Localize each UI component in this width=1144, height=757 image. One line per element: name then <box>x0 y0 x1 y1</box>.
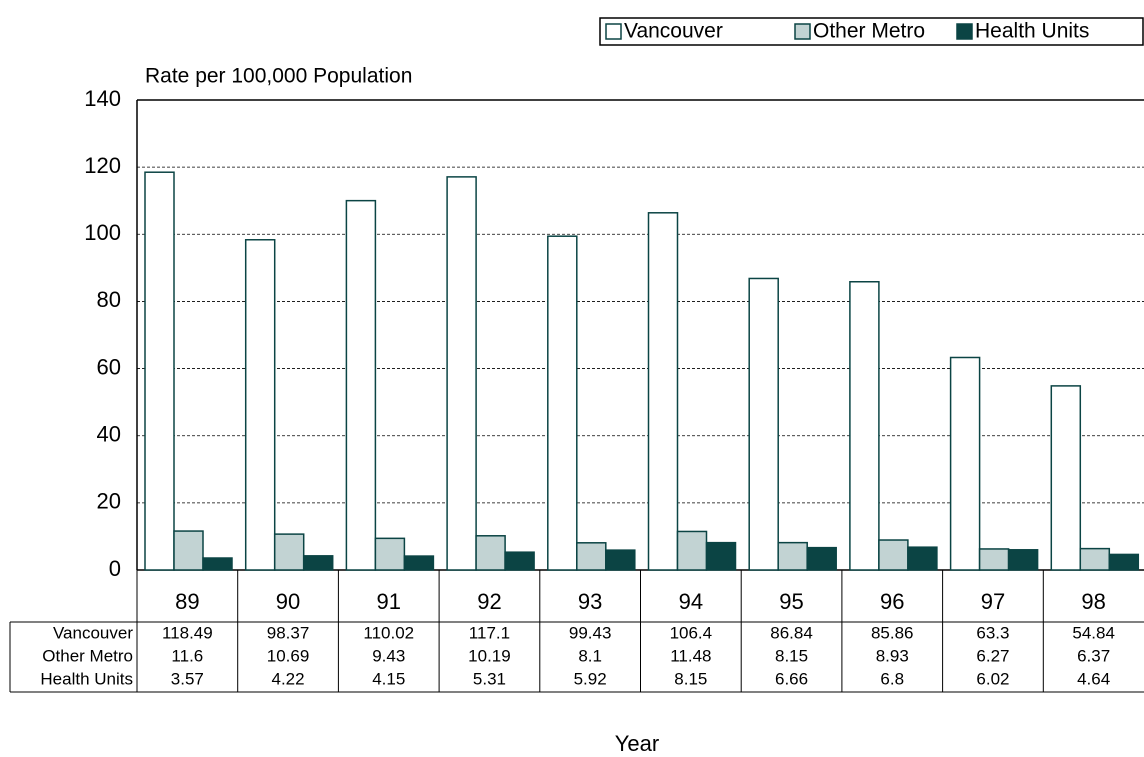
table-value: 8.93 <box>876 646 909 665</box>
x-tick-label: 93 <box>578 589 602 614</box>
table-value: 106.4 <box>670 623 713 642</box>
bar <box>806 546 837 571</box>
bar <box>403 555 435 571</box>
bar <box>446 176 477 571</box>
y-tick-label: 0 <box>109 556 121 581</box>
bar <box>345 199 377 571</box>
x-tick-label: 94 <box>679 589 703 614</box>
legend-swatch <box>605 23 622 40</box>
table-value: 5.92 <box>574 669 607 688</box>
table-value: 98.37 <box>267 623 310 642</box>
bar <box>374 537 406 571</box>
table-value: 6.66 <box>775 669 808 688</box>
x-tick-label: 95 <box>779 589 803 614</box>
x-tick-label: 90 <box>276 589 300 614</box>
table-value: 10.19 <box>468 646 511 665</box>
y-tick-label: 60 <box>97 354 121 379</box>
y-tick-label: 20 <box>97 489 121 514</box>
bar <box>849 281 880 571</box>
bar <box>244 239 276 571</box>
y-tick-label: 120 <box>84 153 121 178</box>
bar <box>202 557 233 571</box>
x-tick-label: 92 <box>477 589 501 614</box>
y-axis-title: Rate per 100,000 Population <box>145 65 412 88</box>
bar <box>949 356 981 571</box>
table-value: 6.27 <box>976 646 1009 665</box>
table-value: 8.1 <box>578 646 602 665</box>
bar <box>273 533 305 571</box>
table-value: 63.3 <box>976 623 1009 642</box>
bar <box>173 530 204 571</box>
bar <box>605 549 636 571</box>
table-value: 11.6 <box>171 646 203 665</box>
bar <box>647 212 679 571</box>
x-tick-label: 96 <box>880 589 904 614</box>
bar <box>1050 385 1082 571</box>
bar <box>777 541 808 571</box>
x-tick-label: 89 <box>175 589 199 614</box>
y-tick-label: 100 <box>84 220 121 245</box>
bar <box>504 551 535 571</box>
bar <box>1079 547 1111 571</box>
y-tick-label: 40 <box>97 422 121 447</box>
bar <box>547 235 578 571</box>
x-axis-title: Year <box>615 731 659 756</box>
bar <box>978 548 1010 571</box>
legend-label: Other Metro <box>813 20 925 43</box>
bar <box>1108 553 1140 571</box>
table-value: 118.49 <box>162 623 213 642</box>
table-row-label: Other Metro <box>42 646 133 665</box>
table-value: 4.64 <box>1077 669 1110 688</box>
table-value: 8.15 <box>775 646 808 665</box>
table-value: 10.69 <box>267 646 310 665</box>
y-tick-label: 140 <box>84 86 121 111</box>
table-value: 5.31 <box>473 669 506 688</box>
legend-swatch <box>956 23 973 40</box>
bar <box>302 555 334 571</box>
table-row-label: Vancouver <box>53 623 133 642</box>
bar <box>705 541 737 571</box>
table-value: 6.37 <box>1077 646 1110 665</box>
table-value: 117.1 <box>469 623 510 642</box>
bar <box>144 171 175 571</box>
bar <box>907 546 938 571</box>
bar <box>676 530 708 571</box>
table-value: 54.84 <box>1072 623 1115 642</box>
x-tick-label: 98 <box>1081 589 1105 614</box>
bar <box>475 535 506 571</box>
legend-label: Health Units <box>975 20 1089 43</box>
table-value: 99.43 <box>569 623 612 642</box>
bar <box>576 542 607 571</box>
table-value: 86.84 <box>770 623 813 642</box>
x-tick-label: 91 <box>377 589 401 614</box>
table-value: 9.43 <box>372 646 405 665</box>
table-value: 110.02 <box>363 623 414 642</box>
table-value: 11.48 <box>670 646 711 665</box>
bar <box>878 539 909 571</box>
legend-label: Vancouver <box>624 20 723 43</box>
table-value: 4.15 <box>372 669 405 688</box>
y-tick-label: 80 <box>97 287 121 312</box>
bar <box>1007 549 1039 571</box>
legend-box <box>599 17 1144 46</box>
table-value: 3.57 <box>171 669 204 688</box>
legend-swatch <box>794 23 811 40</box>
table-value: 4.22 <box>272 669 305 688</box>
bar <box>748 277 779 571</box>
table-row-label: Health Units <box>40 669 133 688</box>
table-value: 6.8 <box>880 669 904 688</box>
table-value: 85.86 <box>871 623 914 642</box>
x-tick-label: 97 <box>981 589 1005 614</box>
table-value: 6.02 <box>976 669 1009 688</box>
table-value: 8.15 <box>674 669 707 688</box>
